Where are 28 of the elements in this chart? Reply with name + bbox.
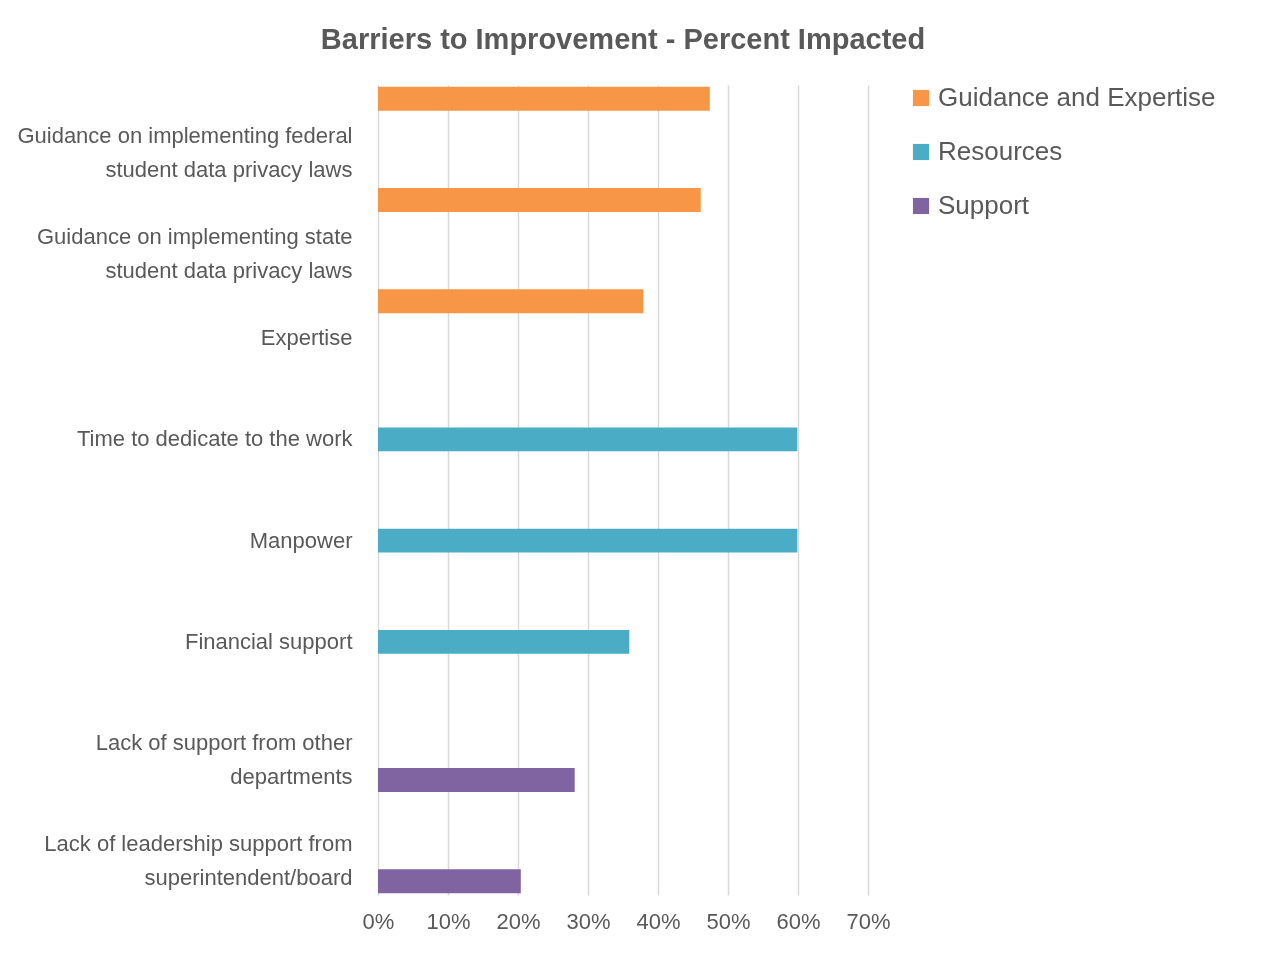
x-tick-label: 70% — [846, 908, 891, 934]
bar — [378, 528, 798, 553]
bar — [378, 629, 630, 654]
x-tick-label: 10% — [426, 908, 471, 934]
x-tick-label: 0% — [362, 908, 395, 934]
bar — [378, 289, 644, 314]
y-tick-label: Expertise — [260, 325, 353, 351]
bar — [378, 86, 710, 111]
x-tick-label: 60% — [776, 908, 821, 934]
y-tick-label: Lack of support from other departments — [95, 730, 353, 790]
y-tick-label: Manpower — [249, 527, 353, 553]
y-tick-label: Guidance on implementing state student data privacy laws — [36, 223, 353, 283]
bar — [378, 427, 798, 452]
legend-label: Support — [938, 190, 1030, 220]
legend-label: Resources — [938, 136, 1063, 166]
chart-title: Barriers to Improvement - Percent Impacted — [320, 23, 926, 55]
y-tick-label: Time to dedicate to the work — [76, 426, 354, 452]
x-tick-label: 30% — [566, 908, 611, 934]
y-tick-label: Financial support — [184, 628, 353, 654]
bar — [378, 188, 701, 213]
x-tick-label: 20% — [496, 908, 541, 934]
bar — [378, 869, 521, 894]
bar — [378, 767, 575, 792]
y-tick-label: Lack of leadership support from superintendent/board — [44, 831, 353, 891]
x-tick-label: 40% — [636, 908, 681, 934]
legend-label: Guidance and Expertise — [938, 82, 1216, 112]
y-tick-label: Guidance on implementing federal student data privacy laws — [17, 122, 353, 182]
x-tick-label: 50% — [706, 908, 751, 934]
